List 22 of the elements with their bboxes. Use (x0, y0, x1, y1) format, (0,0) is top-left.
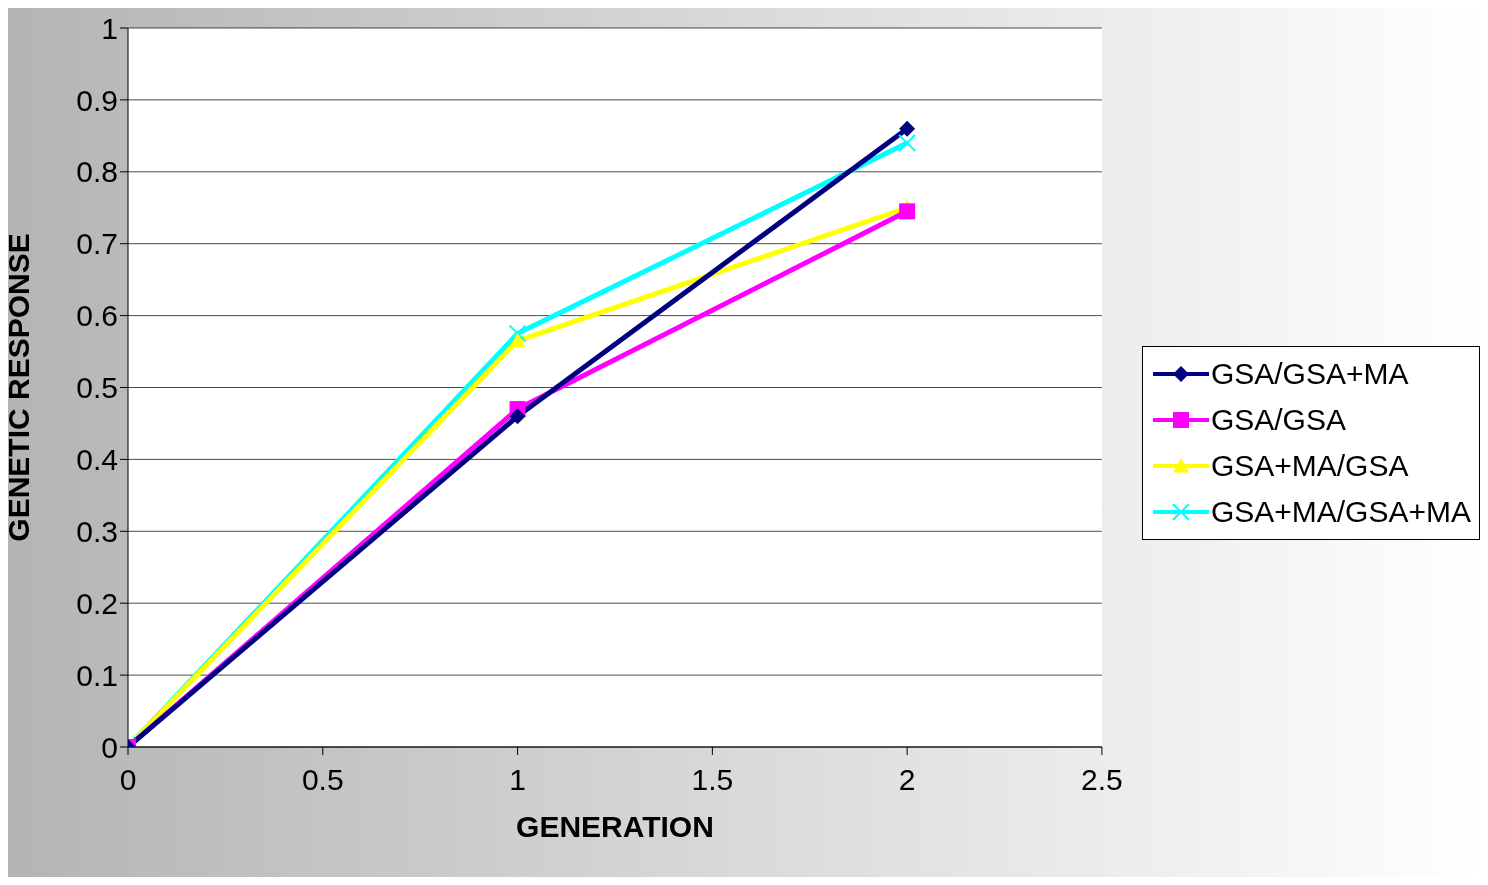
x-tick-label: 0.5 (301, 763, 344, 797)
x-tick-label: 1 (509, 763, 526, 797)
y-tick-label: 0.4 (76, 443, 118, 477)
y-tick-label: 0.8 (76, 155, 118, 189)
y-tick-label: 0.7 (76, 227, 118, 261)
legend-label: GSA/GSA+MA (1210, 356, 1409, 391)
x-axis-title: GENERATION (516, 810, 714, 843)
y-tick-label: 0.9 (76, 83, 118, 117)
legend-label: GSA+MA/GSA+MA (1210, 494, 1471, 529)
y-tick-label: 1 (101, 11, 118, 45)
y-tick-label: 0.2 (76, 586, 118, 620)
y-tick-label: 0.5 (76, 371, 118, 405)
x-tick-label: 2.5 (1081, 763, 1123, 797)
legend-label: GSA+MA/GSA (1210, 448, 1409, 483)
y-axis-title: GENETIC RESPONSE (1, 233, 35, 542)
y-tick-label: 0 (101, 730, 118, 764)
y-tick-label: 0.1 (76, 658, 118, 692)
y-tick-label: 0.6 (76, 299, 118, 333)
y-tick-label: 0.3 (76, 514, 118, 548)
legend-label: GSA/GSA (1210, 402, 1346, 437)
x-tick-label: 2 (898, 763, 916, 797)
x-tick-label: 1.5 (691, 763, 734, 797)
